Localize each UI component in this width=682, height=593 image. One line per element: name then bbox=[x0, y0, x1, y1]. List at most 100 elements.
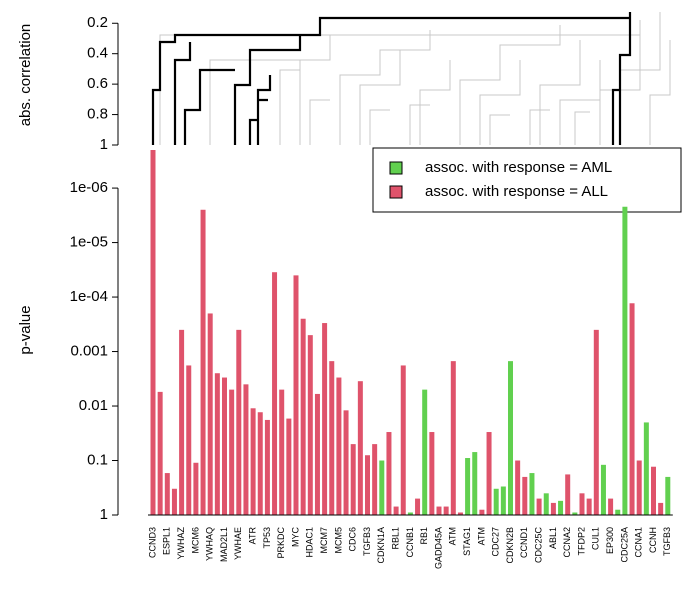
y-tick-label: 1e-05 bbox=[70, 234, 108, 251]
bar bbox=[465, 458, 471, 515]
x-tick-label: CDC25C bbox=[533, 527, 543, 564]
y-tick-label: 0.6 bbox=[87, 75, 108, 92]
bar bbox=[651, 466, 656, 515]
bar bbox=[565, 474, 571, 515]
x-tick-label: CCNB1 bbox=[405, 527, 415, 558]
y-tick-label: 0.01 bbox=[79, 397, 108, 414]
x-tick-label: CCND1 bbox=[519, 527, 529, 558]
bar bbox=[608, 498, 614, 515]
x-tick-label: MCM7 bbox=[319, 527, 329, 554]
y-tick-label: 1 bbox=[100, 506, 108, 523]
bar bbox=[365, 455, 370, 515]
bar bbox=[229, 389, 235, 515]
bar bbox=[329, 361, 335, 515]
bar bbox=[300, 318, 306, 515]
bar bbox=[171, 488, 177, 515]
x-tick-label: CDC27 bbox=[491, 527, 501, 557]
bar bbox=[422, 389, 428, 515]
bar bbox=[257, 412, 263, 515]
bar bbox=[243, 384, 249, 515]
x-tick-label: STAG1 bbox=[462, 527, 472, 556]
bar bbox=[429, 432, 435, 515]
bar bbox=[550, 502, 556, 515]
bar bbox=[493, 488, 499, 515]
legend-swatch bbox=[389, 161, 403, 175]
bar bbox=[436, 506, 442, 515]
bar bbox=[164, 473, 170, 515]
bar bbox=[443, 506, 449, 515]
bar bbox=[579, 493, 585, 515]
bar bbox=[179, 329, 185, 515]
bar bbox=[372, 444, 378, 515]
bar bbox=[150, 150, 156, 515]
bar bbox=[508, 361, 513, 515]
bar bbox=[250, 408, 256, 515]
bar bbox=[157, 391, 163, 515]
bar bbox=[622, 206, 628, 515]
bar bbox=[593, 329, 599, 515]
bar bbox=[629, 303, 635, 515]
y-tick-label: 0.001 bbox=[70, 343, 108, 360]
bar bbox=[415, 498, 421, 515]
bar bbox=[186, 365, 192, 515]
bar bbox=[350, 444, 356, 515]
bar bbox=[343, 410, 349, 515]
bar bbox=[636, 460, 642, 515]
y-tick-label: 0.2 bbox=[87, 14, 108, 31]
bar bbox=[200, 209, 206, 515]
bar bbox=[665, 476, 671, 515]
x-tick-label: CCNH bbox=[648, 527, 658, 553]
x-tick-label: YWHAZ bbox=[176, 527, 186, 560]
legend-swatch bbox=[389, 185, 403, 199]
x-tick-label: RBL1 bbox=[390, 527, 400, 550]
bar bbox=[615, 509, 621, 515]
x-tick-label: ATR bbox=[247, 527, 257, 545]
x-tick-label: PRKDC bbox=[276, 527, 286, 559]
bar bbox=[658, 502, 664, 515]
bar bbox=[522, 476, 528, 515]
x-tick-label: CUL1 bbox=[591, 527, 601, 550]
bar bbox=[572, 512, 578, 515]
x-tick-label: ATM bbox=[476, 527, 486, 545]
bar bbox=[322, 323, 328, 515]
x-tick-label: MCM5 bbox=[333, 527, 343, 554]
bar bbox=[393, 506, 399, 515]
x-tick-label: YWHAQ bbox=[205, 527, 215, 561]
x-tick-label: ABL1 bbox=[548, 527, 558, 549]
x-tick-label: ESPL1 bbox=[162, 527, 172, 555]
x-tick-label: YWHAE bbox=[233, 527, 243, 560]
bar bbox=[357, 381, 363, 515]
bar bbox=[515, 460, 521, 515]
x-tick-label: CCNA2 bbox=[562, 527, 572, 558]
y-tick-label: 0.8 bbox=[87, 106, 108, 123]
bar bbox=[529, 473, 535, 515]
bar bbox=[472, 452, 478, 515]
bar bbox=[558, 500, 564, 515]
bar bbox=[193, 462, 199, 515]
x-tick-label: CDC25A bbox=[619, 527, 629, 563]
bar bbox=[236, 329, 242, 515]
legend-label: assoc. with response = ALL bbox=[425, 183, 608, 200]
x-tick-label: MYC bbox=[290, 527, 300, 548]
x-tick-label: EP300 bbox=[605, 527, 615, 554]
bar bbox=[407, 512, 413, 515]
x-tick-label: CDKN1A bbox=[376, 527, 386, 564]
dendrogram-highlight bbox=[151, 12, 632, 145]
x-tick-label: MCM6 bbox=[190, 527, 200, 554]
bar bbox=[500, 486, 506, 515]
bar bbox=[486, 432, 492, 515]
bar bbox=[379, 460, 385, 515]
x-tick-label: CCND3 bbox=[147, 527, 157, 558]
x-tick-label: GADD45A bbox=[433, 527, 443, 569]
x-tick-label: RB1 bbox=[419, 527, 429, 545]
bar bbox=[586, 498, 592, 515]
bar bbox=[264, 419, 270, 515]
bar bbox=[400, 365, 406, 515]
y-axis-title: abs. correlation bbox=[17, 24, 34, 127]
bar bbox=[336, 377, 342, 515]
bar bbox=[279, 389, 285, 515]
bar bbox=[214, 373, 220, 515]
bar bbox=[600, 464, 606, 515]
dendrogram bbox=[159, 12, 671, 145]
